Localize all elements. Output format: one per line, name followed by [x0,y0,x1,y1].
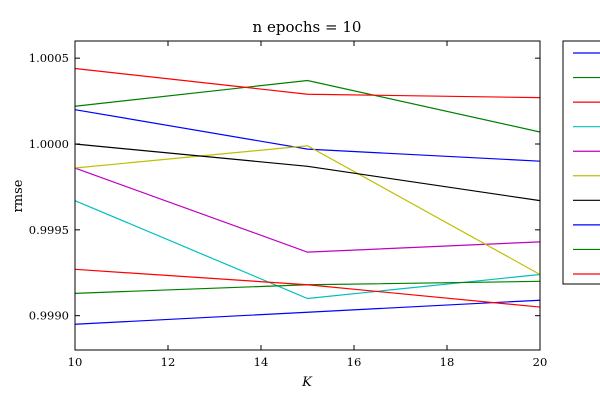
x-tick-label: 10 [68,355,83,369]
series-line-2 [74,79,541,133]
chart-title: n epochs = 10 [253,18,362,36]
series-line-8 [74,299,541,325]
x-tick-label: 12 [161,355,176,369]
x-tick-label: 14 [254,355,269,369]
x-tick-label: 16 [347,355,362,369]
axes: 10 12 14 16 18 20 0.9990 0.9995 1.0000 1.0005 [29,40,548,369]
series-line-9 [74,280,541,294]
series-line-3 [74,67,541,99]
series-line-10 [74,268,541,308]
series-line-1 [74,109,541,162]
x-tick-label: 20 [533,355,548,369]
series-line-5 [74,167,541,253]
x-axis-label: K [301,375,313,390]
x-tick-label: 18 [440,355,455,369]
y-tick-label: 1.0000 [29,137,69,151]
y-tick-label: 0.9990 [29,309,69,323]
series-line-4 [74,200,541,300]
legend-box [562,40,600,285]
y-tick-label: 0.9995 [29,223,69,237]
plot-area [74,67,541,325]
series-line-6 [74,145,541,275]
legend [562,40,600,285]
plot-frame [74,40,541,351]
y-axis-label: rmse [11,179,26,212]
series-line-7 [74,143,541,202]
y-tick-label: 1.0005 [29,51,69,65]
